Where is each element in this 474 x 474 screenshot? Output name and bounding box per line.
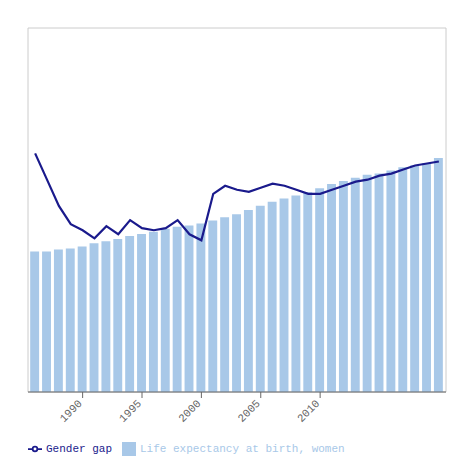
svg-text:2005: 2005 [236,398,263,425]
html-text:Gender gap: Gender gap [46,442,112,455]
html-text:Life expectancy at birth, wome: Life expectancy at birth, women [140,442,345,455]
svg-text:1990: 1990 [58,398,85,425]
svg-text:1995: 1995 [117,398,144,425]
svg-text:2000: 2000 [176,398,203,425]
svg-text:2010: 2010 [295,398,322,425]
